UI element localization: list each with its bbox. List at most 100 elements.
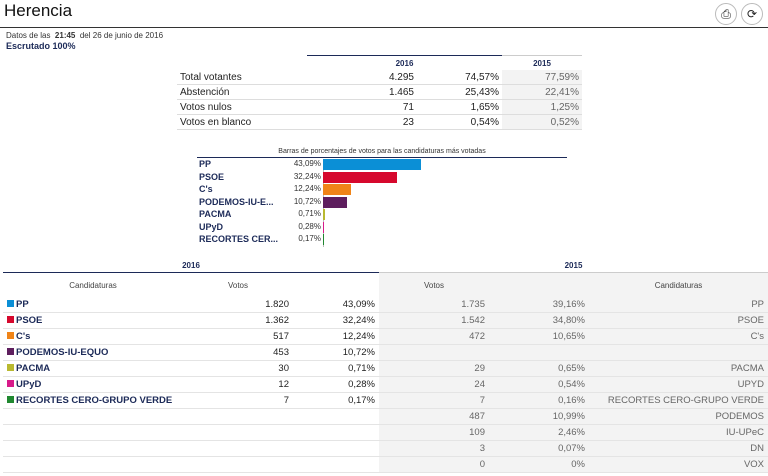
party-color-swatch: [7, 300, 14, 307]
chart-value-label: 0,28%: [298, 221, 321, 231]
chart-bar-row: C's 12,24%: [197, 183, 567, 196]
results-v15: 487: [379, 408, 489, 425]
candidate-name: C's: [16, 331, 31, 342]
chart-value-label: 32,24%: [293, 171, 321, 181]
page-title: Herencia: [4, 1, 73, 20]
results-v16: 7: [183, 392, 293, 409]
chart-bar: [323, 171, 397, 183]
results-p16: 10,72%: [293, 344, 379, 361]
results-row: PP 1.820 43,09% 1.735 39,16% PP: [3, 297, 768, 313]
summary-year-2016: 2016: [307, 55, 502, 70]
results-v15: 29: [379, 360, 489, 377]
results-v16: 12: [183, 376, 293, 393]
results-v15: 0: [379, 456, 489, 473]
results-n15: PSOE: [589, 312, 768, 329]
refresh-icon: ⟳: [746, 7, 758, 21]
candidate-2016: PP: [3, 297, 183, 313]
col-votos-2015: Votos: [379, 272, 489, 297]
results-p15: [489, 344, 589, 361]
chart-bar-row: PP 43,09%: [197, 158, 567, 171]
results-v16: 517: [183, 328, 293, 345]
results-p15: 0%: [489, 456, 589, 473]
chart-value-label: 10,72%: [293, 196, 321, 206]
results-n15: IU-UPeC: [589, 424, 768, 441]
results-v15: 3: [379, 440, 489, 457]
chart-bar: [323, 159, 422, 170]
results-v16: 453: [183, 344, 293, 361]
summary-v16: 1.465: [307, 84, 417, 100]
candidate-2016: [3, 456, 183, 473]
data-info: Datos de las 21:45 del 26 de junio de 20…: [6, 31, 163, 52]
refresh-button[interactable]: ⟳: [741, 3, 763, 25]
summary-label: Votos en blanco: [177, 114, 307, 130]
results-table: 2016 2015 Candidaturas Votos Votos Candi…: [3, 258, 768, 473]
results-p15: 0,07%: [489, 440, 589, 457]
summary-v16: 71: [307, 99, 417, 115]
results-p15: 34,80%: [489, 312, 589, 329]
bar-chart: Barras de porcentajes de votos para las …: [197, 148, 567, 247]
results-v15: 472: [379, 328, 489, 345]
results-v15: 24: [379, 376, 489, 393]
results-p16: [293, 440, 379, 457]
chart-category-label: RECORTES CER...: [199, 234, 279, 244]
summary-label: Total votantes: [177, 70, 307, 85]
results-v15: 7: [379, 392, 489, 409]
results-n15: VOX: [589, 456, 768, 473]
chart-category-label: UPyD: [199, 221, 224, 232]
results-p15: 10,99%: [489, 408, 589, 425]
escrutado-label: Escrutado 100%: [6, 41, 76, 51]
col-candidaturas-2016: Candidaturas: [3, 272, 183, 297]
chart-value-label: 0,17%: [298, 234, 321, 243]
col-votos-2016: Votos: [183, 272, 293, 297]
candidate-2016: C's: [3, 328, 183, 345]
summary-p15: 22,41%: [502, 84, 582, 100]
results-n15: PODEMOS: [589, 408, 768, 425]
candidate-2016: [3, 440, 183, 457]
candidate-name: PSOE: [16, 315, 43, 326]
results-n15: RECORTES CERO-GRUPO VERDE: [589, 392, 768, 409]
summary-row: Votos en blanco 23 0,54% 0,52%: [177, 114, 582, 130]
results-p16: 0,28%: [293, 376, 379, 393]
summary-p16: 25,43%: [417, 84, 502, 100]
party-color-swatch: [7, 316, 14, 323]
party-color-swatch: [7, 396, 14, 403]
chart-category-label: PP: [199, 159, 212, 169]
results-v16: 1.362: [183, 312, 293, 329]
results-row: UPyD 12 0,28% 24 0,54% UPYD: [3, 376, 768, 393]
chart-value-label: 0,71%: [298, 209, 321, 218]
results-p16: 12,24%: [293, 328, 379, 345]
results-p16: 0,71%: [293, 360, 379, 377]
results-p16: [293, 424, 379, 441]
chart-bar: [323, 209, 325, 220]
print-button[interactable]: ⎙: [715, 3, 737, 25]
chart-bar-row: PODEMOS-IU-E... 10,72%: [197, 196, 567, 209]
results-p16: 43,09%: [293, 297, 379, 313]
results-p15: 2,46%: [489, 424, 589, 441]
candidate-2016: PSOE: [3, 312, 183, 329]
results-row: RECORTES CERO-GRUPO VERDE 7 0,17% 7 0,16% REC…: [3, 392, 768, 409]
results-p16: 0,17%: [293, 392, 379, 409]
results-p15: 10,65%: [489, 328, 589, 345]
summary-v16: 4.295: [307, 70, 417, 85]
candidate-name: RECORTES CERO-GRUPO VERDE: [16, 395, 173, 406]
candidate-name: PACMA: [16, 363, 51, 374]
candidate-2016: [3, 408, 183, 425]
candidate-2016: UPyD: [3, 376, 183, 393]
chart-value-label: 43,09%: [293, 159, 321, 168]
chart-category-label: PODEMOS-IU-E...: [199, 196, 274, 207]
results-n15: PP: [589, 297, 768, 313]
summary-p15: 77,59%: [502, 70, 582, 85]
summary-row: Votos nulos 71 1,65% 1,25%: [177, 99, 582, 115]
chart-value-label: 12,24%: [293, 184, 321, 193]
summary-label: Votos nulos: [177, 99, 307, 115]
results-v15: 1.542: [379, 312, 489, 329]
candidate-2016: [3, 424, 183, 441]
results-p16: [293, 408, 379, 425]
results-row: 3 0,07% DN: [3, 440, 768, 457]
info-date: del 26 de junio de 2016: [79, 31, 164, 40]
info-prefix: Datos de las: [6, 31, 51, 40]
results-v16: [183, 440, 293, 457]
chart-bar: [323, 221, 324, 233]
chart-category-label: PSOE: [199, 171, 225, 182]
results-n15: DN: [589, 440, 768, 457]
